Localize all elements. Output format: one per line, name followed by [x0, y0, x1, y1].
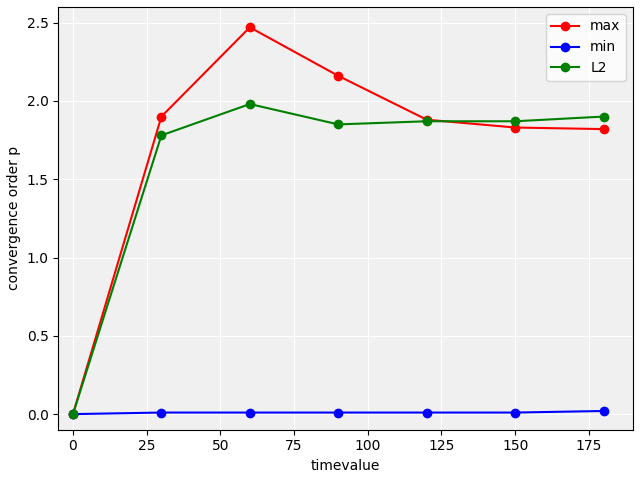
- max: [69, 411, 77, 417]
- max: [335, 73, 342, 79]
- L2: [600, 114, 607, 120]
- min: [246, 409, 253, 415]
- L2: [511, 119, 519, 124]
- max: [511, 125, 519, 131]
- min: [157, 409, 165, 415]
- min: [423, 409, 431, 415]
- Line: max: max: [68, 23, 608, 418]
- Y-axis label: convergence order p: convergence order p: [7, 146, 21, 290]
- L2: [335, 121, 342, 127]
- min: [69, 411, 77, 417]
- max: [423, 117, 431, 122]
- X-axis label: timevalue: timevalue: [311, 459, 380, 473]
- L2: [69, 411, 77, 417]
- min: [335, 409, 342, 415]
- min: [511, 409, 519, 415]
- Legend: max, min, L2: max, min, L2: [546, 14, 626, 81]
- L2: [423, 119, 431, 124]
- L2: [157, 132, 165, 138]
- max: [600, 126, 607, 132]
- Line: min: min: [68, 407, 608, 418]
- Line: L2: L2: [68, 100, 608, 418]
- L2: [246, 101, 253, 107]
- max: [246, 24, 253, 30]
- min: [600, 408, 607, 414]
- max: [157, 114, 165, 120]
